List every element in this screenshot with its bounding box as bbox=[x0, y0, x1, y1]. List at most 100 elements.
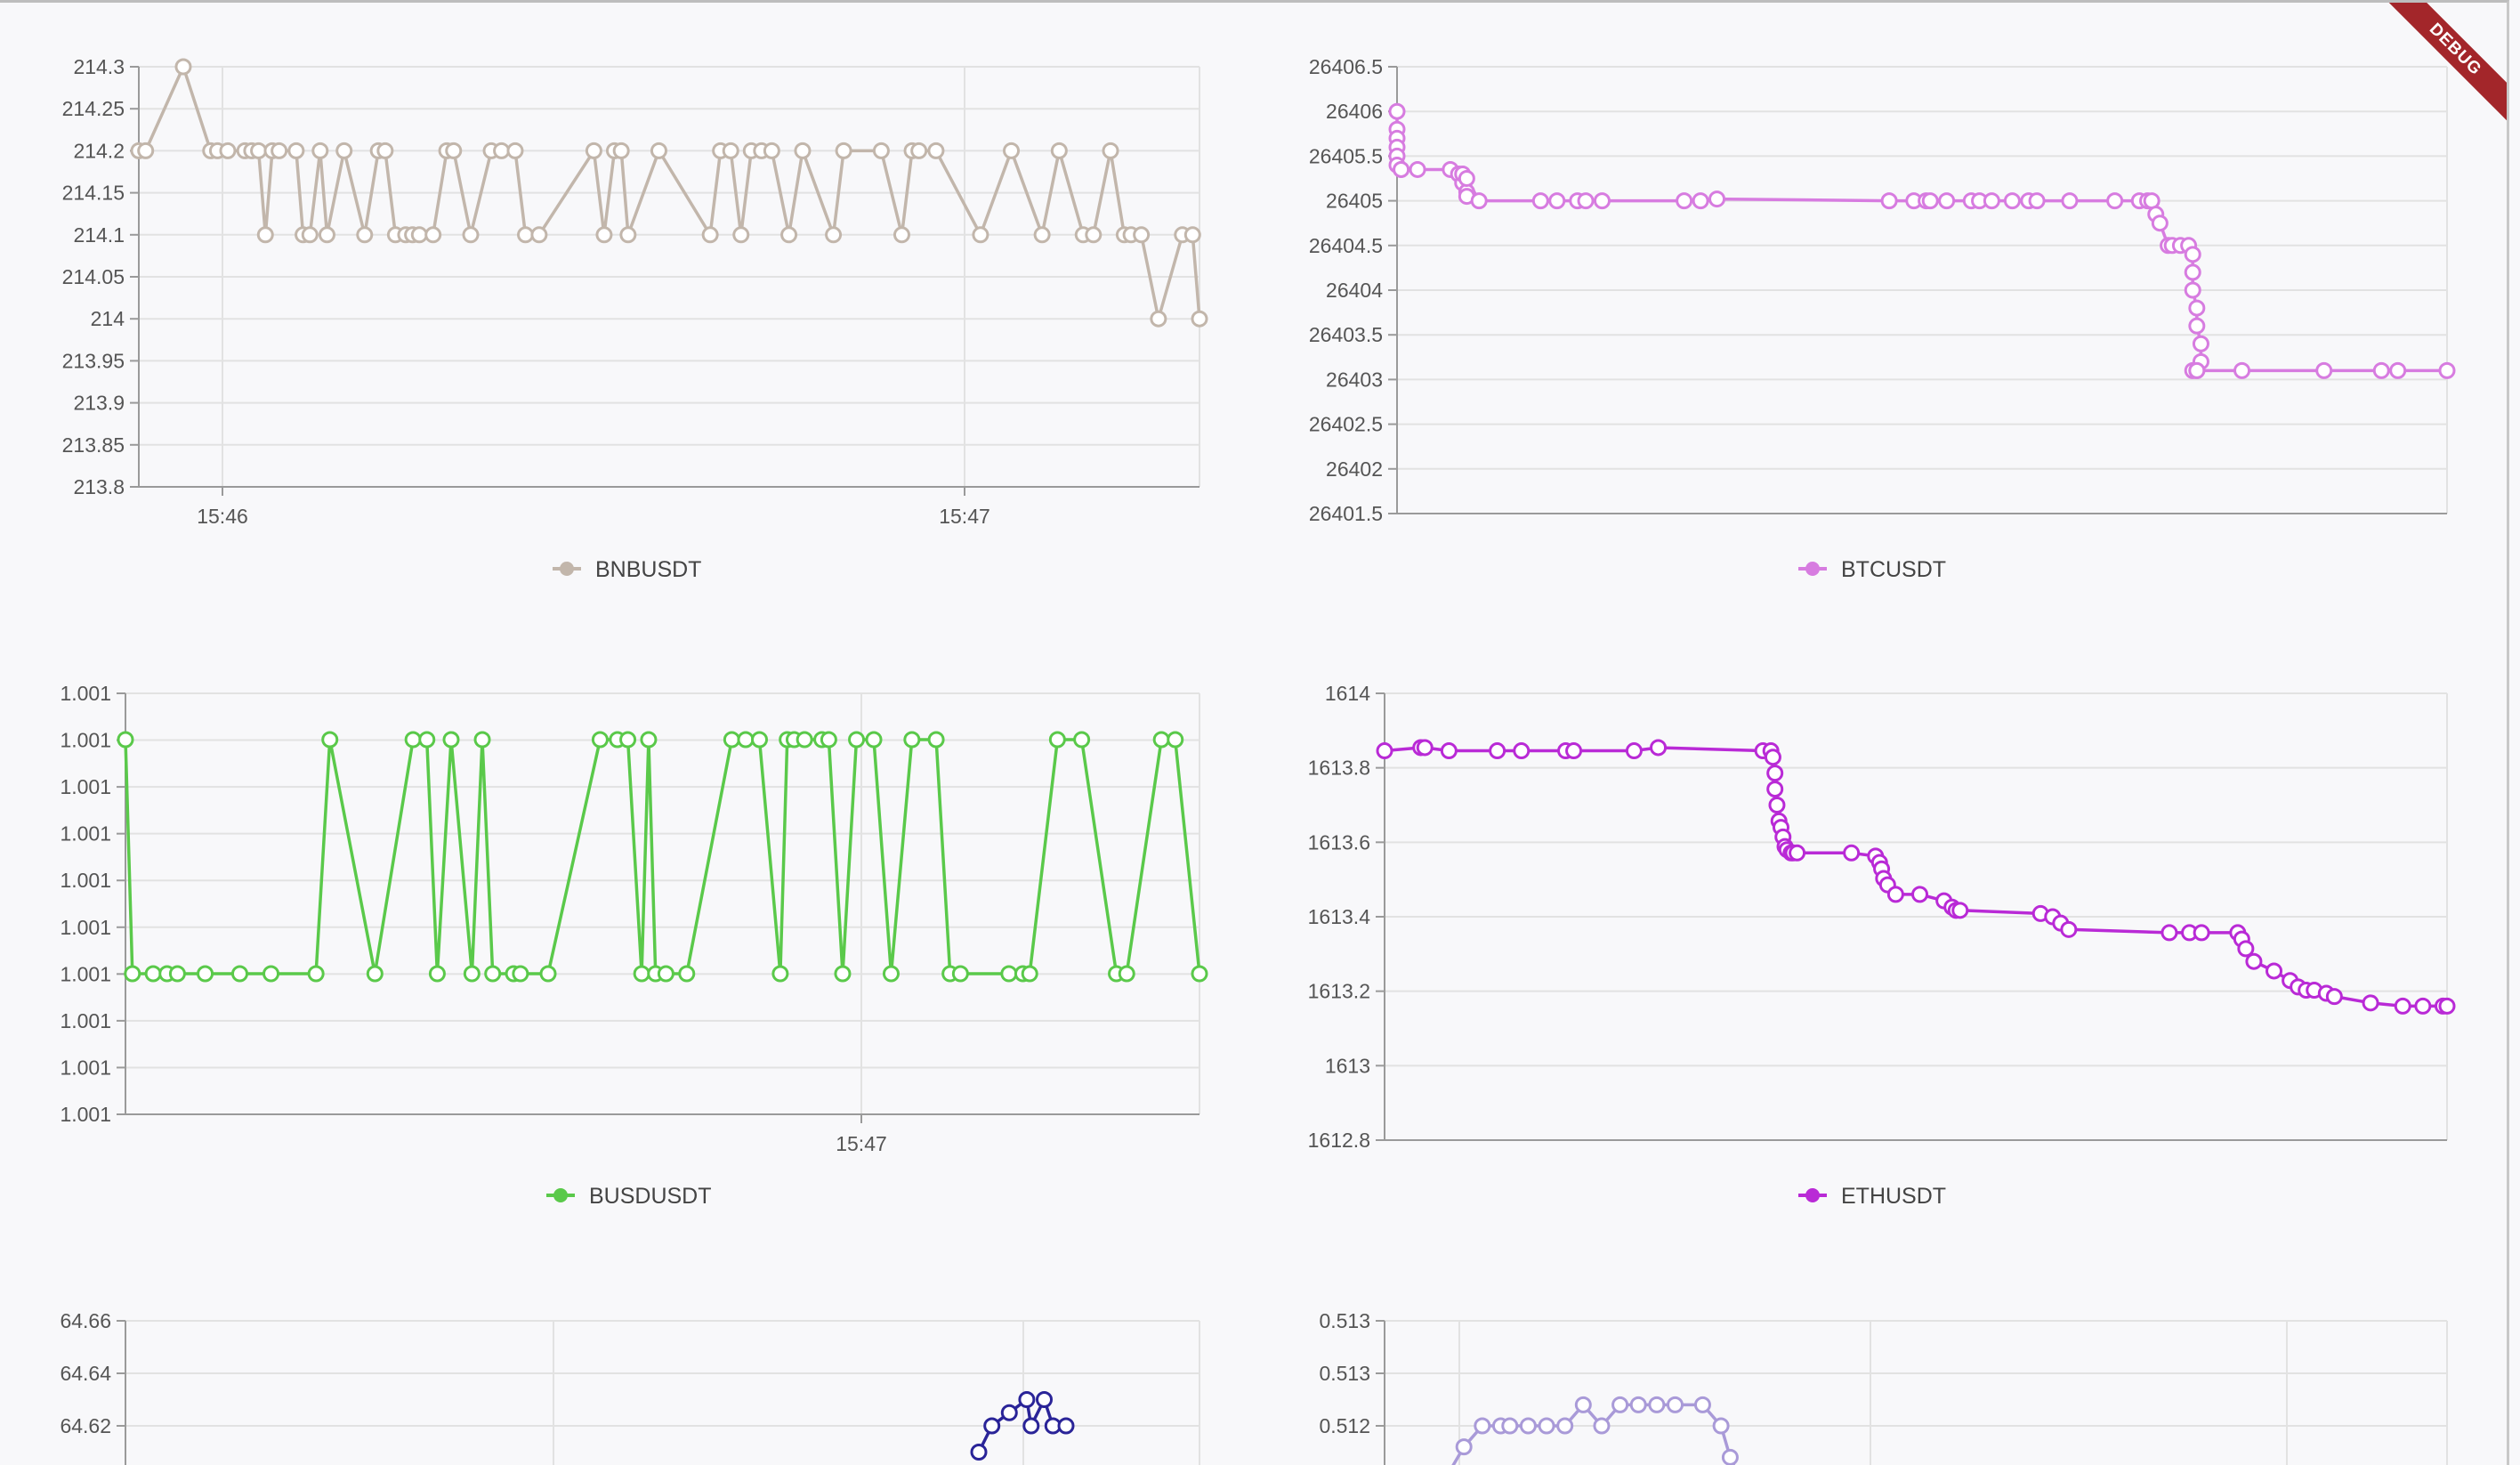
data-point bbox=[1766, 781, 1784, 798]
data-point bbox=[1416, 739, 1434, 757]
series-group bbox=[1388, 102, 2456, 379]
data-point bbox=[424, 226, 442, 244]
data-point bbox=[539, 965, 557, 983]
data-point bbox=[230, 965, 248, 983]
chart-4: 1614 1613.8 1613.6 1613.4 1613.2 1613 1612.8 ET… bbox=[1308, 682, 2456, 1209]
data-point bbox=[473, 731, 491, 749]
data-point bbox=[1183, 226, 1201, 244]
data-point bbox=[585, 142, 602, 159]
data-point bbox=[493, 142, 511, 159]
y-tick-label: 26402 bbox=[1326, 457, 1383, 481]
data-point bbox=[1409, 160, 1426, 178]
data-point bbox=[1721, 1448, 1739, 1465]
data-point bbox=[2362, 994, 2379, 1012]
data-point bbox=[1650, 739, 1668, 757]
y-tick-label: 1614 bbox=[1325, 682, 1370, 705]
y-tick-label: 214.25 bbox=[62, 97, 125, 120]
data-point bbox=[318, 226, 335, 244]
data-point bbox=[1455, 1438, 1473, 1456]
data-point bbox=[2151, 214, 2169, 232]
data-point bbox=[1648, 1396, 1666, 1413]
data-point bbox=[1191, 310, 1208, 328]
data-point bbox=[848, 731, 866, 749]
y-tick-label: 1613.2 bbox=[1308, 980, 1370, 1003]
data-point bbox=[1577, 192, 1595, 210]
legend-label: BNBUSDT bbox=[595, 557, 701, 582]
data-point bbox=[1911, 886, 1929, 903]
data-point bbox=[1018, 1391, 1036, 1408]
data-point bbox=[2188, 361, 2206, 379]
data-point bbox=[1593, 1417, 1611, 1435]
data-point bbox=[2184, 281, 2201, 299]
data-point bbox=[1629, 1396, 1647, 1413]
series-line bbox=[139, 65, 1201, 320]
data-point bbox=[1021, 965, 1038, 983]
y-tick-label: 213.8 bbox=[73, 475, 125, 498]
data-point bbox=[2143, 192, 2161, 210]
legend-marker bbox=[1805, 562, 1820, 576]
y-tick-label: 214 bbox=[91, 307, 125, 330]
data-point bbox=[2106, 192, 2124, 210]
data-point bbox=[1768, 797, 1786, 813]
chart-6: 0.513 0.513 0.512 bbox=[1319, 1309, 2448, 1465]
data-point bbox=[2233, 361, 2251, 379]
y-tick-label: 1.001 bbox=[60, 822, 111, 846]
series-line bbox=[124, 738, 1201, 975]
data-point bbox=[983, 1417, 1001, 1435]
data-point bbox=[1513, 742, 1531, 760]
y-tick-label: 214.2 bbox=[73, 139, 125, 162]
data-point bbox=[2266, 962, 2283, 980]
x-tick-label: 15:46 bbox=[197, 505, 248, 528]
data-point bbox=[619, 226, 637, 244]
y-tick-label: 1.001 bbox=[60, 729, 111, 752]
data-point bbox=[771, 965, 789, 983]
y-tick-label: 213.95 bbox=[62, 349, 125, 372]
data-point bbox=[1556, 1417, 1574, 1435]
data-point bbox=[794, 142, 812, 159]
data-point bbox=[1676, 192, 1693, 210]
data-point bbox=[335, 142, 353, 159]
data-point bbox=[219, 142, 237, 159]
chart-1: 214.3 214.25 214.2 214.15 214.1 214.05 214 213.… bbox=[62, 55, 1208, 582]
data-point bbox=[1003, 142, 1021, 159]
chart-3: 1.001 1.001 1.001 1.001 1.001 1.001 1.001 1.001… bbox=[60, 682, 1208, 1209]
data-point bbox=[1625, 742, 1643, 760]
y-tick-label: 1.001 bbox=[60, 1056, 111, 1079]
x-tick-label: 15:47 bbox=[939, 505, 990, 528]
data-point bbox=[137, 142, 155, 159]
y-tick-label: 26403.5 bbox=[1309, 323, 1383, 346]
data-point bbox=[633, 965, 650, 983]
y-tick-label: 1.001 bbox=[60, 775, 111, 798]
y-tick-label: 213.85 bbox=[62, 433, 125, 457]
data-point bbox=[418, 731, 436, 749]
data-point bbox=[1191, 965, 1208, 983]
data-point bbox=[301, 226, 319, 244]
data-point bbox=[2184, 263, 2201, 281]
data-point bbox=[256, 226, 274, 244]
data-point bbox=[250, 142, 268, 159]
data-point bbox=[796, 731, 813, 749]
data-point bbox=[1489, 742, 1506, 760]
data-point bbox=[1152, 731, 1170, 749]
data-point bbox=[650, 142, 667, 159]
chart-2: 26406.5 26406 26405.5 26405 26404.5 26404 2640… bbox=[1309, 55, 2456, 582]
data-point bbox=[2414, 997, 2432, 1015]
data-point bbox=[1565, 742, 1583, 760]
data-point bbox=[2188, 299, 2206, 317]
legend-marker bbox=[553, 1188, 568, 1202]
data-point bbox=[825, 226, 843, 244]
data-point bbox=[1538, 1417, 1555, 1435]
data-point bbox=[311, 142, 329, 159]
data-point bbox=[2438, 361, 2456, 379]
series-group bbox=[117, 731, 1208, 983]
data-point bbox=[307, 965, 325, 983]
series-group bbox=[130, 58, 1208, 328]
series-group bbox=[1451, 1396, 1739, 1465]
data-point bbox=[1167, 731, 1184, 749]
y-tick-label: 26402.5 bbox=[1309, 413, 1383, 436]
y-tick-label: 1.001 bbox=[60, 869, 111, 892]
data-point bbox=[410, 226, 428, 244]
y-tick-label: 26405 bbox=[1326, 190, 1383, 213]
data-point bbox=[1611, 1396, 1629, 1413]
y-tick-label: 1613.6 bbox=[1308, 830, 1370, 854]
